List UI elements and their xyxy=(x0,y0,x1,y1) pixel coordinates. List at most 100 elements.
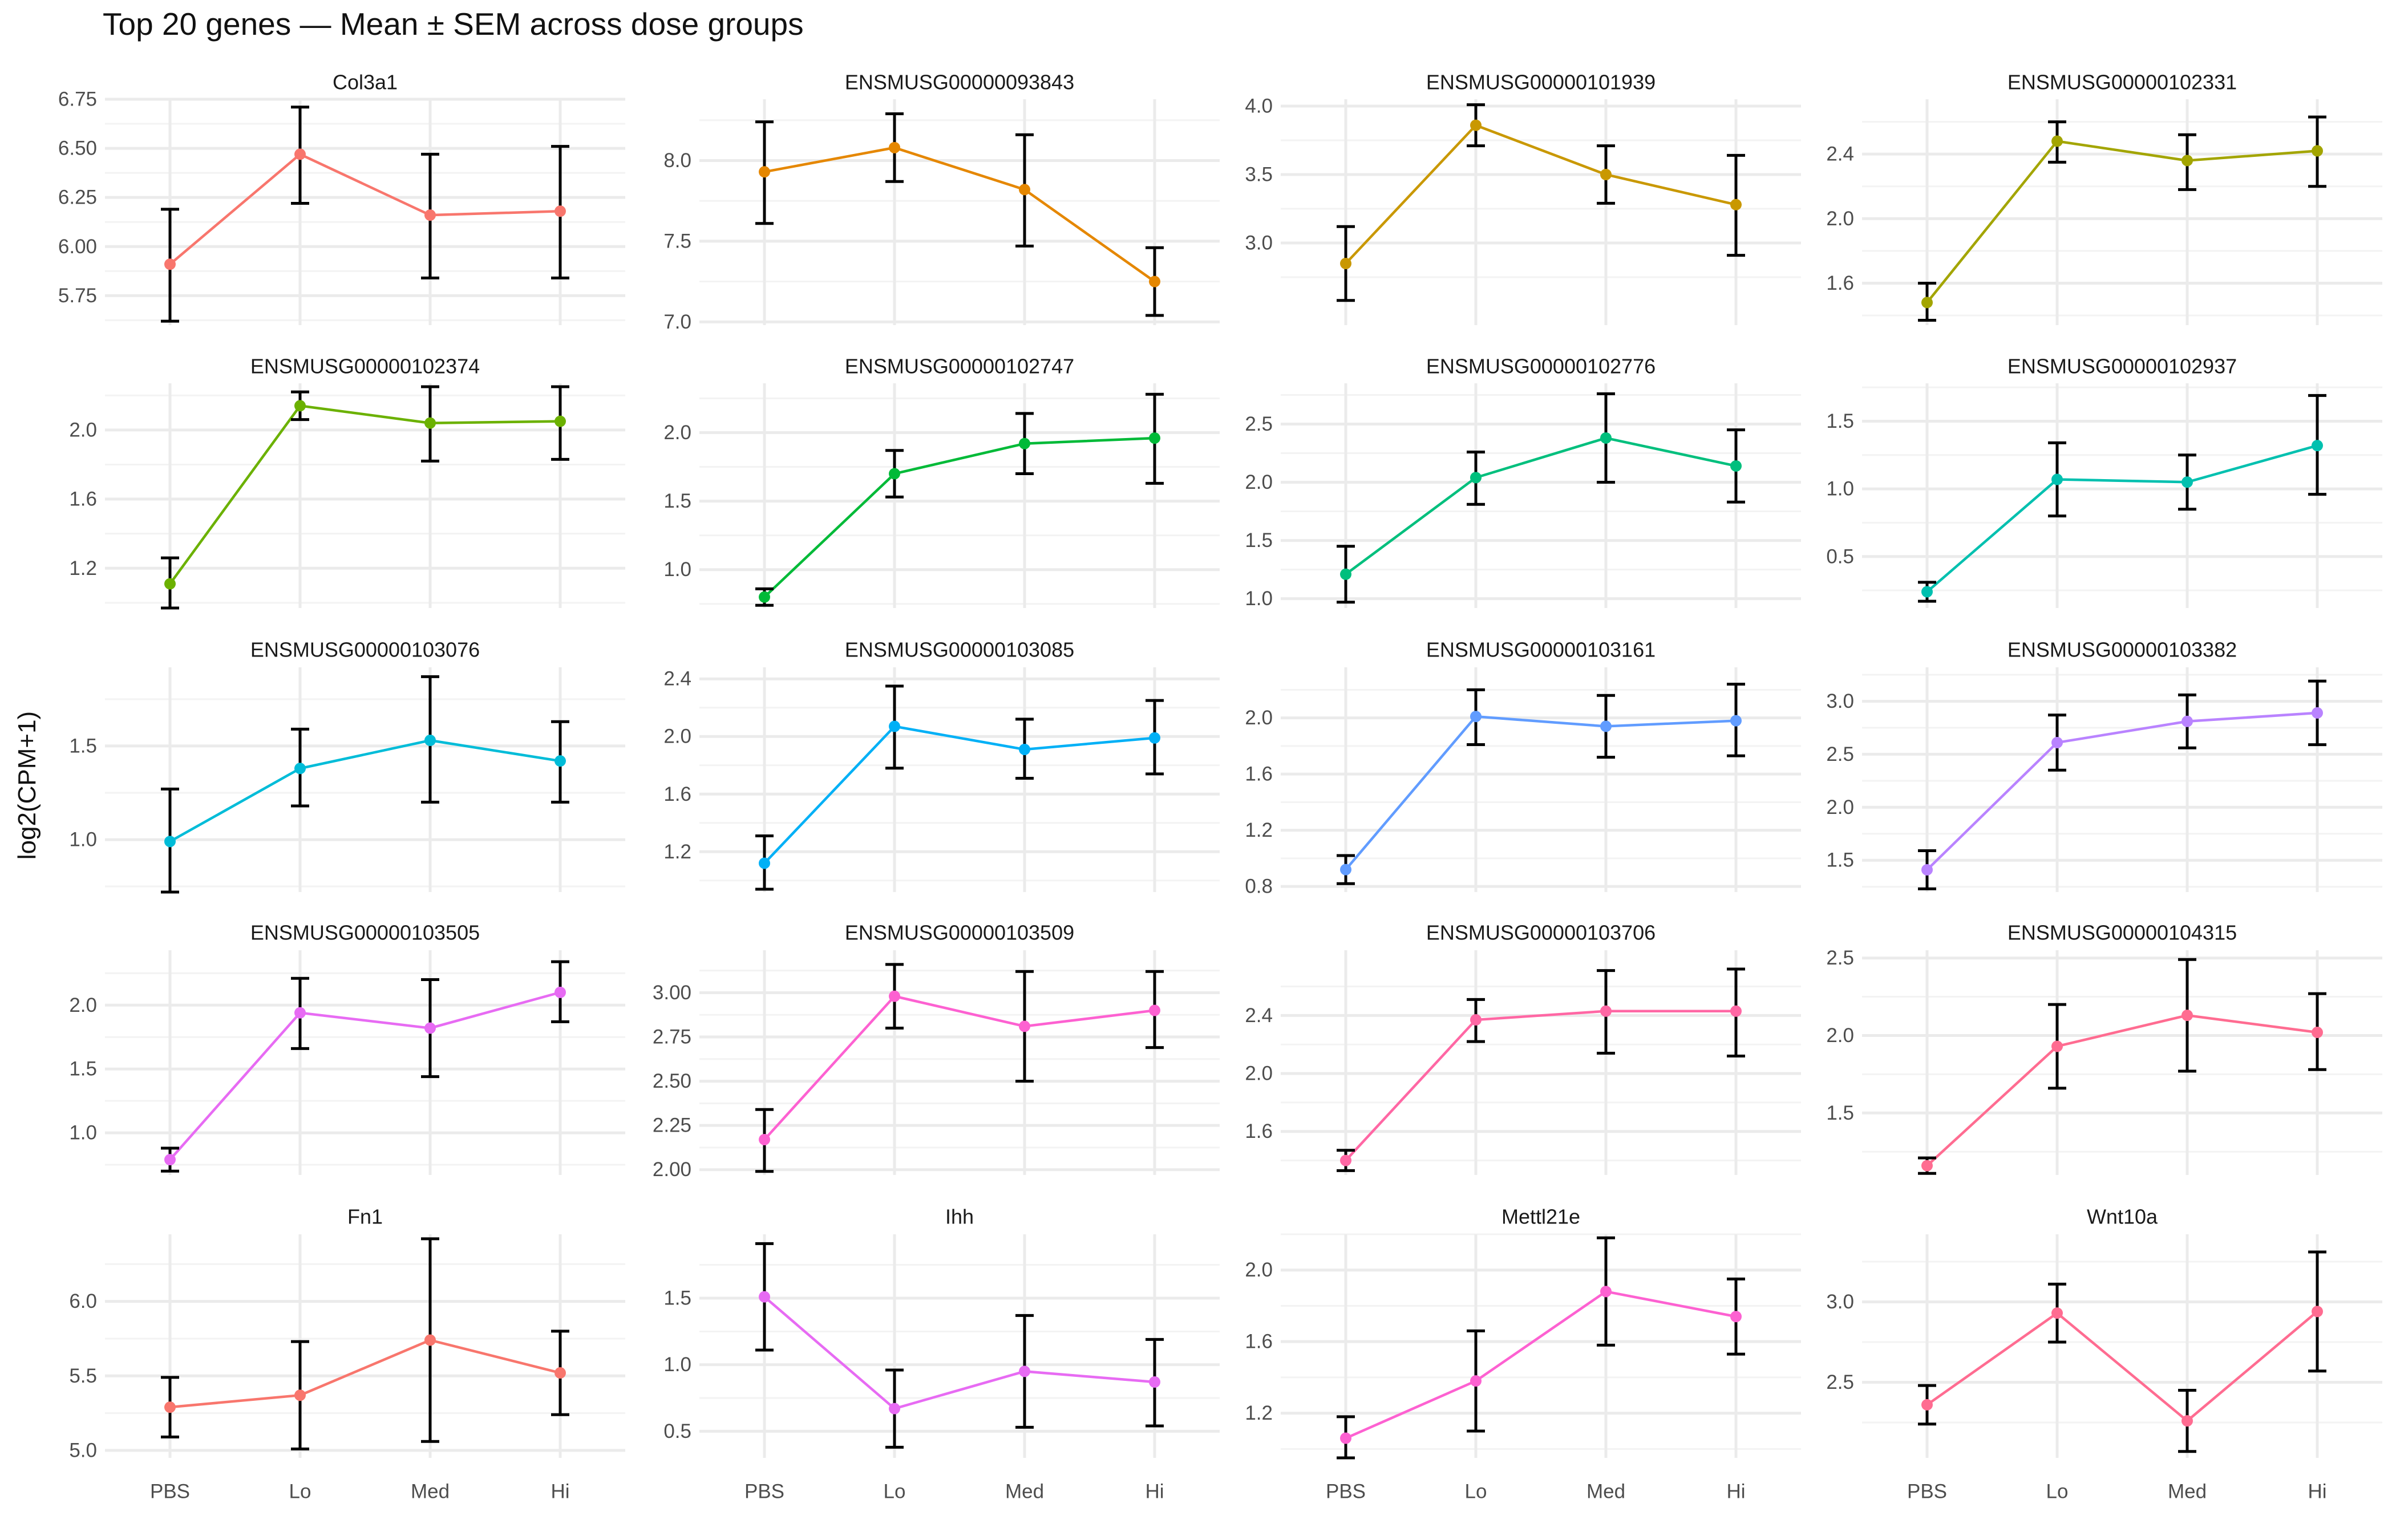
panel-ensmusg00000101939: 3.0 3.5 4.0 ENSMUSG00000101939 xyxy=(1245,71,1801,325)
mean-point xyxy=(1600,720,1612,732)
x-tick-label: Med xyxy=(2168,1481,2207,1503)
mean-point xyxy=(1921,586,1933,598)
y-tick-label: 1.6 xyxy=(69,488,97,510)
x-tick-label: Lo xyxy=(1465,1481,1487,1503)
mean-point xyxy=(759,857,770,869)
y-tick-label: 1.0 xyxy=(69,1122,97,1144)
mean-point xyxy=(1600,1005,1612,1017)
panel-ensmusg00000102937: 0.5 1.0 1.5 ENSMUSG00000102937 xyxy=(1826,355,2382,608)
mean-point xyxy=(424,1022,436,1034)
mean-point xyxy=(1149,1376,1160,1388)
mean-point xyxy=(1019,437,1030,449)
mean-point xyxy=(1921,1399,1933,1411)
mean-line xyxy=(1345,123,1737,265)
chart-title: Top 20 genes — Mean ± SEM across dose gr… xyxy=(103,6,804,42)
mean-point xyxy=(1149,275,1160,287)
mean-point xyxy=(1019,1365,1030,1377)
y-tick-label: 7.0 xyxy=(663,311,691,333)
y-tick-label: 1.2 xyxy=(663,841,691,863)
panel-ensmusg00000103161: 0.8 1.2 1.6 2.0 ENSMUSG00000103161 xyxy=(1245,638,1801,898)
y-tick-label: 2.0 xyxy=(1826,208,1854,230)
y-tick-label: 1.6 xyxy=(1826,272,1854,294)
y-tick-label: 3.0 xyxy=(1826,690,1854,712)
mean-point xyxy=(2182,1415,2193,1427)
x-tick-label: Hi xyxy=(1145,1481,1164,1503)
mean-point xyxy=(1470,1375,1482,1387)
mean-point xyxy=(1470,472,1482,484)
mean-line xyxy=(764,146,1156,283)
mean-line xyxy=(1345,436,1737,576)
mean-point xyxy=(2182,155,2193,167)
mean-point xyxy=(1149,732,1160,744)
mean-point xyxy=(1470,711,1482,723)
y-tick-label: 1.5 xyxy=(1826,1102,1854,1124)
y-tick-label: 1.2 xyxy=(1245,819,1273,841)
panel-ensmusg00000104315: 1.5 2.0 2.5 ENSMUSG00000104315 xyxy=(1826,921,2382,1175)
mean-point xyxy=(424,1334,436,1346)
mean-line xyxy=(169,739,561,843)
panel-title: ENSMUSG00000101939 xyxy=(1426,71,1656,94)
y-tick-label: 1.0 xyxy=(663,558,691,581)
y-tick-label: 1.6 xyxy=(1245,1120,1273,1142)
y-tick-label: 0.5 xyxy=(1826,545,1854,568)
y-tick-label: 1.2 xyxy=(69,557,97,579)
mean-point xyxy=(889,141,900,153)
y-tick-label: 2.0 xyxy=(1245,471,1273,493)
mean-point xyxy=(2312,145,2323,157)
mean-point xyxy=(2182,476,2193,488)
x-tick-label: PBS xyxy=(744,1481,784,1503)
y-tick-label: 2.0 xyxy=(663,422,691,444)
panel-title: Fn1 xyxy=(347,1205,383,1229)
x-tick-label: PBS xyxy=(1326,1481,1366,1503)
y-tick-label: 1.0 xyxy=(1245,587,1273,610)
mean-line xyxy=(763,1295,1155,1411)
y-tick-label: 1.5 xyxy=(1826,410,1854,432)
mean-point xyxy=(2182,715,2193,727)
mean-point xyxy=(1600,1286,1612,1298)
panel-title: Ihh xyxy=(945,1205,974,1229)
y-tick-label: 2.25 xyxy=(653,1115,691,1137)
y-tick-label: 5.5 xyxy=(69,1365,97,1387)
y-tick-label: 8.0 xyxy=(663,149,691,172)
panel-ensmusg00000103085: 1.2 1.6 2.0 2.4 ENSMUSG00000103085 xyxy=(663,638,1220,892)
x-tick-label: PBS xyxy=(150,1481,190,1503)
y-tick-label: 3.5 xyxy=(1245,164,1273,186)
y-tick-label: 2.0 xyxy=(69,994,97,1016)
panel-ensmusg00000103505: 1.0 1.5 2.0 ENSMUSG00000103505 xyxy=(69,921,625,1175)
mean-point xyxy=(555,205,566,217)
mean-point xyxy=(164,258,176,270)
mean-point xyxy=(1019,184,1030,196)
y-tick-label: 6.25 xyxy=(58,187,97,209)
mean-point xyxy=(1730,198,1742,210)
x-tick-label: Med xyxy=(1586,1481,1625,1503)
y-tick-label: 1.6 xyxy=(1245,763,1273,785)
mean-point xyxy=(294,763,306,775)
mean-point xyxy=(889,720,900,732)
mean-point xyxy=(164,578,176,590)
x-tick-label: Lo xyxy=(884,1481,906,1503)
y-tick-label: 7.5 xyxy=(663,230,691,252)
mean-point xyxy=(1921,297,1933,309)
y-tick-label: 2.0 xyxy=(69,419,97,441)
panel-ensmusg00000103706: 1.6 2.0 2.4 ENSMUSG00000103706 xyxy=(1245,921,1801,1175)
y-tick-label: 1.5 xyxy=(1826,849,1854,872)
y-tick-label: 0.5 xyxy=(663,1420,691,1442)
mean-point xyxy=(1340,568,1351,580)
y-tick-label: 1.6 xyxy=(1245,1331,1273,1353)
y-tick-label: 2.5 xyxy=(1826,947,1854,969)
y-tick-label: 2.0 xyxy=(1245,1259,1273,1281)
panel-title: ENSMUSG00000102776 xyxy=(1426,355,1656,378)
y-tick-label: 5.0 xyxy=(69,1439,97,1461)
mean-point xyxy=(2312,440,2323,452)
mean-point xyxy=(1340,258,1351,269)
mean-line xyxy=(1345,715,1737,871)
mean-point xyxy=(1019,743,1030,755)
y-tick-label: 2.5 xyxy=(1245,413,1273,435)
mean-point xyxy=(1149,432,1160,444)
mean-point xyxy=(1921,864,1933,876)
panel-ihh: 0.5 1.0 1.5 Ihh PBS Lo Med Hi xyxy=(663,1205,1220,1503)
mean-point xyxy=(1470,1014,1482,1026)
y-tick-label: 2.0 xyxy=(1245,1063,1273,1085)
y-tick-label: 2.0 xyxy=(1245,707,1273,729)
